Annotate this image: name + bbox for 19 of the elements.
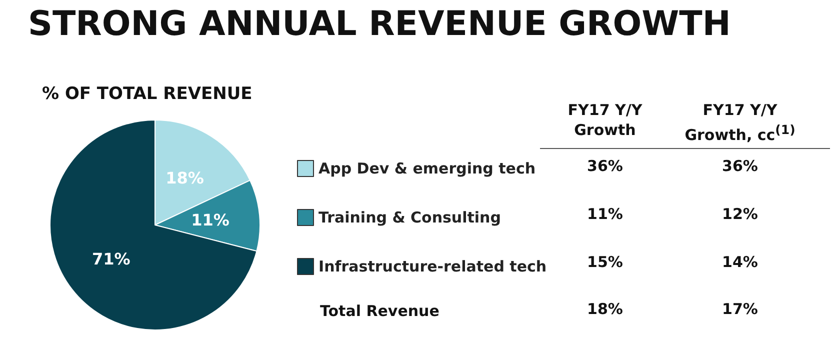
text: 14% — [721, 253, 759, 271]
text: 11% — [586, 205, 624, 223]
text: 15% — [586, 253, 624, 271]
legend-label: App Dev & emerging tech — [318, 160, 536, 178]
data-label: 18% — [166, 168, 204, 188]
text: FY17 Y/Y Growth, cc$^{(1)}$ — [684, 100, 796, 145]
text: 17% — [721, 300, 759, 318]
legend-label: Infrastructure-related tech — [318, 258, 547, 276]
legend-label: Training & Consulting — [318, 208, 501, 226]
chart-title: STRONG ANNUAL REVENUE GROWTH — [28, 4, 731, 44]
text: 12% — [721, 205, 759, 223]
text: 18% — [586, 300, 624, 318]
data-label: 11% — [191, 210, 230, 230]
text: Total Revenue — [320, 302, 440, 320]
chart-subtitle: % OF TOTAL REVENUE — [42, 84, 252, 104]
text: 36% — [721, 157, 759, 175]
text: FY17 Y/Y Growth — [566, 100, 644, 140]
data-label: 71% — [92, 250, 130, 269]
text: 36% — [586, 157, 624, 175]
